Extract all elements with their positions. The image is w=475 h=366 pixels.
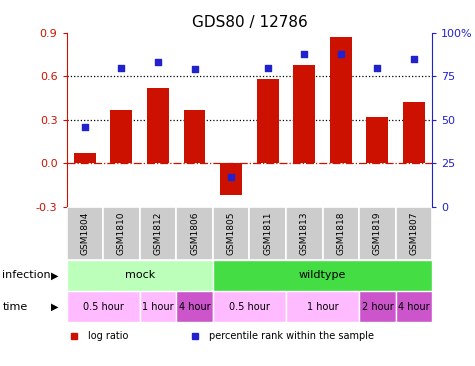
Text: GSM1810: GSM1810 bbox=[117, 212, 126, 255]
Bar bbox=[110, 110, 133, 163]
Bar bbox=[330, 37, 352, 163]
Bar bbox=[213, 260, 432, 291]
Text: GSM1805: GSM1805 bbox=[227, 212, 236, 255]
Bar bbox=[183, 110, 206, 163]
Bar bbox=[359, 291, 396, 322]
Bar bbox=[66, 207, 103, 260]
Text: 0.5 hour: 0.5 hour bbox=[83, 302, 124, 311]
Text: percentile rank within the sample: percentile rank within the sample bbox=[209, 331, 374, 341]
Bar bbox=[256, 79, 279, 163]
Bar bbox=[103, 207, 140, 260]
Bar bbox=[66, 260, 213, 291]
Point bbox=[154, 60, 162, 66]
Bar bbox=[366, 117, 389, 163]
Bar bbox=[147, 88, 169, 163]
Bar bbox=[140, 291, 176, 322]
Bar bbox=[176, 291, 213, 322]
Bar bbox=[213, 291, 286, 322]
Bar bbox=[249, 207, 286, 260]
Text: GSM1813: GSM1813 bbox=[300, 212, 309, 255]
Text: GSM1818: GSM1818 bbox=[336, 212, 345, 255]
Point bbox=[81, 124, 88, 130]
Bar bbox=[74, 153, 96, 163]
Text: GSM1811: GSM1811 bbox=[263, 212, 272, 255]
Bar bbox=[396, 207, 432, 260]
Point bbox=[118, 65, 125, 71]
Bar bbox=[286, 291, 359, 322]
Bar bbox=[140, 207, 176, 260]
Point bbox=[190, 67, 199, 72]
Text: GSM1819: GSM1819 bbox=[373, 212, 382, 255]
Text: infection: infection bbox=[2, 270, 51, 280]
Text: 2 hour: 2 hour bbox=[361, 302, 393, 311]
Text: ▶: ▶ bbox=[51, 302, 58, 311]
Text: 4 hour: 4 hour bbox=[398, 302, 430, 311]
Text: mock: mock bbox=[124, 270, 155, 280]
Bar bbox=[403, 102, 425, 163]
Point bbox=[264, 65, 272, 71]
Point bbox=[300, 51, 308, 57]
Text: GSM1804: GSM1804 bbox=[80, 212, 89, 255]
Point bbox=[410, 56, 418, 62]
Bar bbox=[220, 163, 242, 195]
Title: GDS80 / 12786: GDS80 / 12786 bbox=[191, 15, 307, 30]
Text: wildtype: wildtype bbox=[299, 270, 346, 280]
Text: GSM1806: GSM1806 bbox=[190, 212, 199, 255]
Bar bbox=[176, 207, 213, 260]
Text: time: time bbox=[2, 302, 28, 311]
Text: log ratio: log ratio bbox=[88, 331, 129, 341]
Bar bbox=[213, 207, 249, 260]
Point bbox=[227, 174, 235, 180]
Bar bbox=[293, 65, 315, 163]
Text: GSM1812: GSM1812 bbox=[153, 212, 162, 255]
Text: 1 hour: 1 hour bbox=[307, 302, 338, 311]
Bar bbox=[323, 207, 359, 260]
Text: ▶: ▶ bbox=[51, 270, 58, 280]
Bar bbox=[66, 291, 140, 322]
Text: 4 hour: 4 hour bbox=[179, 302, 210, 311]
Point bbox=[337, 51, 345, 57]
Bar bbox=[286, 207, 323, 260]
Bar bbox=[359, 207, 396, 260]
Text: GSM1807: GSM1807 bbox=[409, 212, 418, 255]
Text: 0.5 hour: 0.5 hour bbox=[229, 302, 270, 311]
Point bbox=[374, 65, 381, 71]
Text: 1 hour: 1 hour bbox=[142, 302, 174, 311]
Bar bbox=[396, 291, 432, 322]
